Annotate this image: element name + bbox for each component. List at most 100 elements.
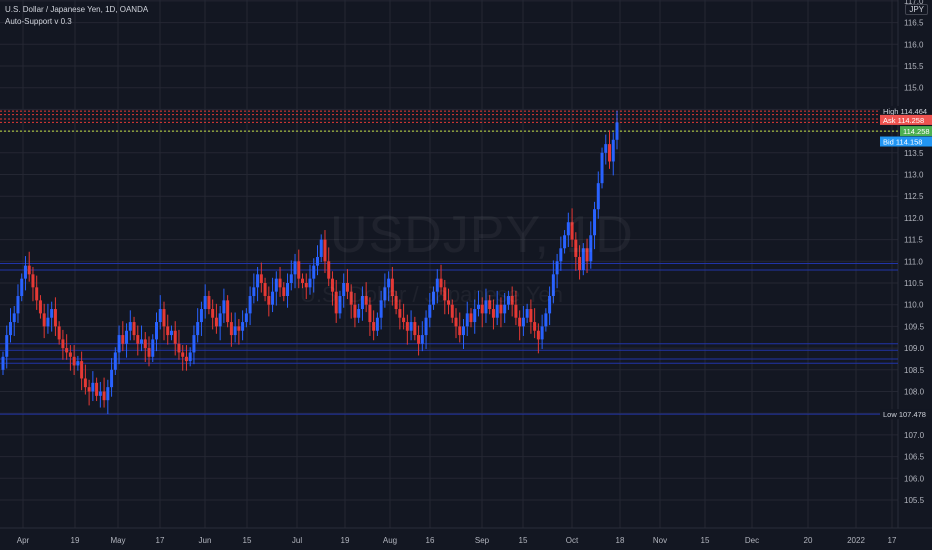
candle-body xyxy=(207,296,211,310)
candle-body xyxy=(435,278,439,292)
candle-body xyxy=(166,326,170,336)
currency-unit-button[interactable]: JPY xyxy=(905,4,928,15)
candle-body xyxy=(237,326,241,331)
candle-body xyxy=(353,304,357,318)
candle-body xyxy=(102,391,106,401)
candle-body xyxy=(379,300,383,318)
candle-body xyxy=(398,309,402,318)
y-tick-label: 110.5 xyxy=(904,279,924,288)
y-tick-label: 112.0 xyxy=(904,214,924,223)
candle-body xyxy=(491,309,495,318)
candle-body xyxy=(147,348,151,357)
candle-body xyxy=(368,304,372,323)
candle-body xyxy=(158,309,162,323)
candle-body xyxy=(589,235,593,262)
time-axis: Apr 19 May 17 Jun 15 Jul 19 Aug 16 Sep 15 Oct 18 Nov 15… xyxy=(17,536,897,545)
candle-body xyxy=(413,322,417,336)
x-tick-label: Jul xyxy=(292,536,302,545)
candle-body xyxy=(218,313,222,327)
x-tick-label: Dec xyxy=(745,536,759,545)
candle-body xyxy=(267,296,271,305)
bid-tag: Bid 114.158 xyxy=(883,138,922,147)
candle-body xyxy=(274,278,278,292)
ask-tag-bg xyxy=(880,114,932,125)
low-tag: Low 107.478 xyxy=(883,410,926,419)
y-tick-label: 115.0 xyxy=(904,84,924,93)
candle-body xyxy=(46,317,50,327)
description-watermark: U.S. Dollar / Japanese Yen xyxy=(300,282,563,307)
candle-body xyxy=(394,296,398,310)
candle-body xyxy=(289,274,293,283)
y-tick-label: 109.0 xyxy=(904,344,925,353)
candle-body xyxy=(495,304,499,318)
candle-body xyxy=(248,296,252,314)
candle-body xyxy=(364,296,368,305)
high-tag-bg xyxy=(880,105,932,116)
candle-body xyxy=(132,322,136,336)
candle-body xyxy=(476,304,480,310)
y-tick-label: 108.5 xyxy=(904,366,925,375)
candle-body xyxy=(387,278,391,288)
candle-body xyxy=(169,330,173,336)
candle-body xyxy=(465,313,469,327)
candle-body xyxy=(462,326,465,336)
candle-body xyxy=(349,291,353,305)
candle-body xyxy=(372,322,376,331)
candle-body xyxy=(566,222,570,236)
candle-body xyxy=(484,300,488,314)
x-tick-label: 15 xyxy=(519,536,528,545)
candle-body xyxy=(35,287,39,301)
candle-body xyxy=(61,339,65,349)
candle-body xyxy=(521,317,525,327)
candle-body xyxy=(360,296,364,310)
candle-body xyxy=(263,283,267,297)
candle-body xyxy=(87,387,91,392)
candle-body xyxy=(271,291,275,305)
candle-body xyxy=(162,309,166,327)
candle-body xyxy=(91,382,95,392)
candle-body xyxy=(151,339,155,357)
candle-body xyxy=(330,278,334,292)
x-tick-label: 17 xyxy=(888,536,897,545)
candle-body xyxy=(424,317,428,336)
candle-body xyxy=(181,352,185,357)
candle-body xyxy=(256,274,260,288)
candle-body xyxy=(5,335,9,357)
indicator-label[interactable]: Auto-Support v 0.3 xyxy=(5,17,72,26)
candle-body xyxy=(8,322,12,336)
candle-body xyxy=(155,322,158,340)
candle-body xyxy=(203,296,207,310)
candle-body xyxy=(16,296,20,314)
x-tick-label: 15 xyxy=(243,536,252,545)
y-tick-label: 115.5 xyxy=(904,62,924,71)
candle-body xyxy=(439,278,443,288)
candle-body xyxy=(596,183,600,210)
candle-body xyxy=(570,222,574,240)
candle-body xyxy=(342,283,346,297)
candle-body xyxy=(375,317,379,331)
candle-body xyxy=(525,309,529,318)
high-tag: High 114.464 xyxy=(883,107,927,116)
x-tick-label: 2022 xyxy=(847,536,865,545)
y-tick-label: 113.0 xyxy=(904,171,924,180)
y-tick-label: 116.0 xyxy=(904,40,924,49)
last-tag: 114.258 xyxy=(903,127,930,136)
x-tick-label: Nov xyxy=(653,536,667,545)
candle-body xyxy=(327,261,331,279)
candle-body xyxy=(173,330,177,344)
candle-body xyxy=(450,304,454,318)
candle-body xyxy=(548,296,552,314)
chart-title[interactable]: U.S. Dollar / Japanese Yen, 1D, OANDA xyxy=(5,5,149,14)
candle-body xyxy=(244,313,248,323)
candle-body xyxy=(402,317,406,323)
candle-body xyxy=(136,335,140,344)
y-tick-label: 117.0 xyxy=(904,0,924,6)
candle-body xyxy=(447,300,451,305)
candle-body xyxy=(65,348,69,353)
bid-tag-bg xyxy=(880,136,932,147)
y-tick-label: 112.5 xyxy=(904,192,924,201)
candle-body xyxy=(608,144,612,162)
candle-body xyxy=(241,322,245,331)
candle-body xyxy=(443,287,447,301)
